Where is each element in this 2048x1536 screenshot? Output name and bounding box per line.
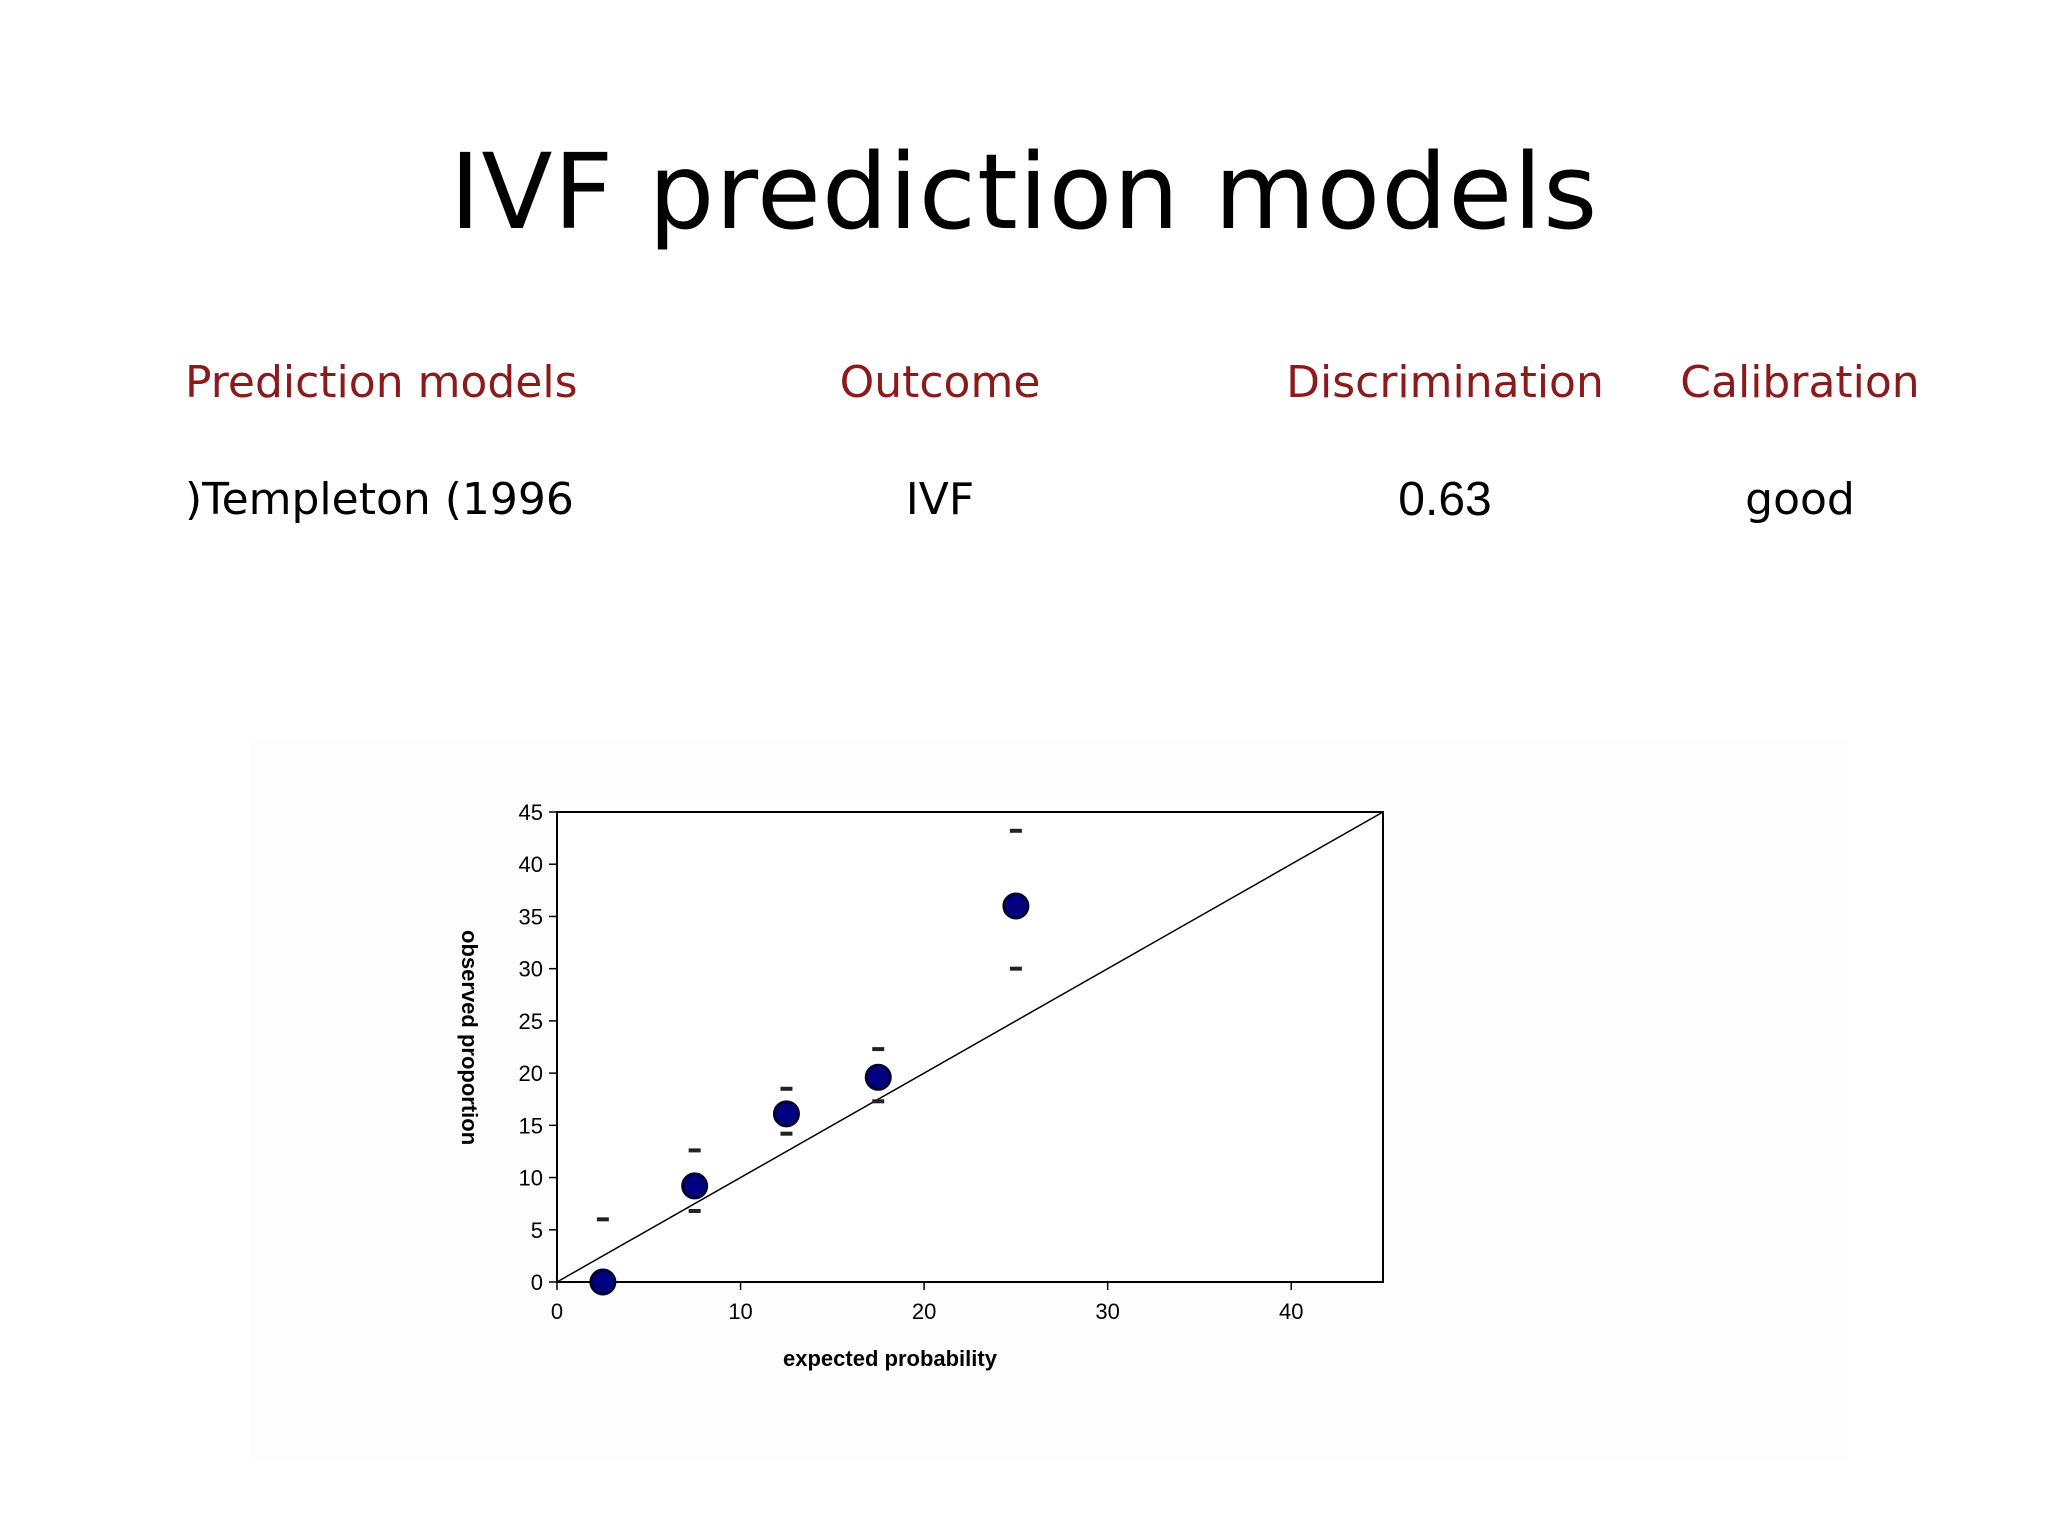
x-tick-label: 20 (912, 1299, 936, 1324)
y-tick-label: 35 (519, 904, 543, 929)
reference-diagonal-line (556, 811, 1384, 1283)
x-tick-label: 30 (1095, 1299, 1119, 1324)
y-tick-label: 30 (519, 957, 543, 982)
table-header-row: Prediction models Outcome Discrimination… (0, 348, 2048, 418)
header-outcome: Outcome (839, 357, 1041, 408)
data-points (589, 892, 1030, 1296)
data-point (1002, 892, 1030, 920)
table-row: )Templeton (1996 IVF 0.63 good (0, 465, 2048, 535)
data-point (589, 1268, 617, 1296)
calibration-chart-svg: 0 10 20 30 40 0 5 10 15 20 25 30 35 40 45 expected pr… (457, 800, 1384, 1371)
y-tick-label: 10 (519, 1166, 543, 1191)
cell-discrimination: 0.63 (1398, 473, 1492, 526)
data-point (864, 1063, 892, 1091)
header-calibration: Calibration (1680, 357, 1920, 408)
cell-outcome: IVF (905, 474, 975, 525)
cell-calibration: good (1745, 474, 1855, 525)
y-tick-label: 25 (519, 1009, 543, 1034)
y-tick-label: 45 (519, 800, 543, 825)
error-bars (596, 828, 1022, 1222)
calibration-plot: 0 10 20 30 40 0 5 10 15 20 25 30 35 40 45 expected pr… (250, 740, 1850, 1460)
header-prediction-models: Prediction models (185, 357, 578, 408)
data-point (772, 1100, 800, 1128)
y-tick-label: 5 (531, 1218, 543, 1243)
x-tick-label: 40 (1279, 1299, 1303, 1324)
header-discrimination: Discrimination (1286, 357, 1604, 408)
y-tick-label: 0 (531, 1270, 543, 1295)
x-axis-ticks: 0 10 20 30 40 (551, 1282, 1303, 1324)
x-axis-label: expected probability (783, 1346, 998, 1371)
x-tick-label: 10 (728, 1299, 752, 1324)
y-tick-label: 20 (519, 1061, 543, 1086)
y-axis-label: observed proportion (457, 930, 482, 1145)
cell-model-name: )Templeton (1996 (185, 474, 574, 525)
data-point (681, 1172, 709, 1200)
y-tick-label: 15 (519, 1113, 543, 1138)
x-tick-label: 0 (551, 1299, 563, 1324)
y-axis-ticks: 0 5 10 15 20 25 30 35 40 45 (519, 800, 557, 1295)
slide-title: IVF prediction models (449, 131, 1599, 253)
y-tick-label: 40 (519, 852, 543, 877)
